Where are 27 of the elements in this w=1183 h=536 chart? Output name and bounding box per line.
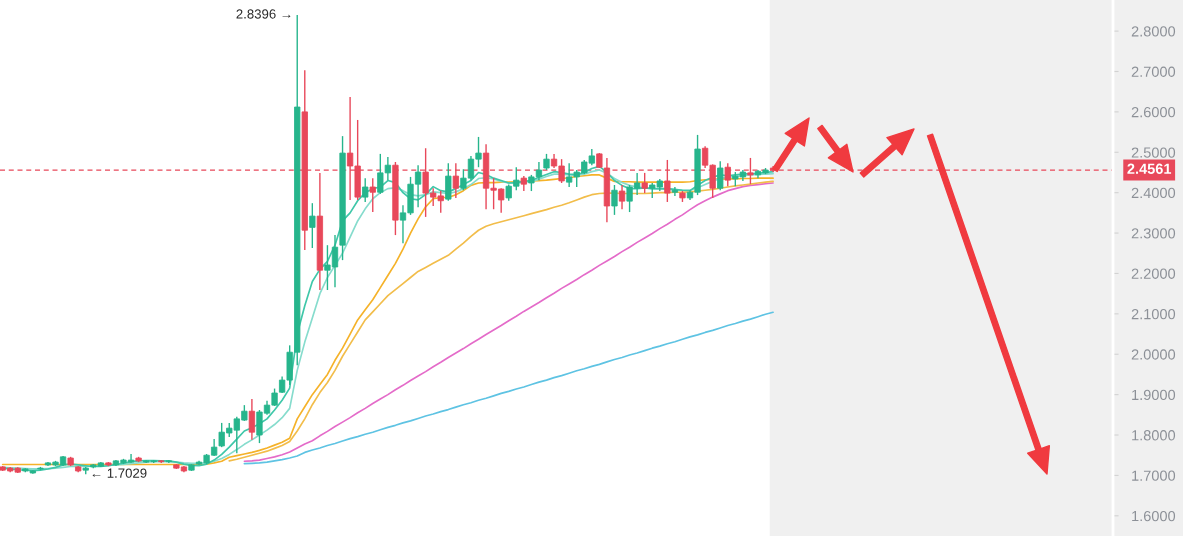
candlestick	[671, 186, 679, 197]
y-tick-label: 2.6000	[1131, 106, 1176, 118]
y-tick-label: 2.8000	[1131, 26, 1176, 37]
annotation: 2.8396 →	[236, 9, 291, 19]
candlestick	[445, 162, 452, 202]
y-tick-label: 1.7000	[1132, 470, 1176, 481]
y-tick-label: 2.5000	[1131, 147, 1176, 158]
y-tick-label: 1.9000	[1132, 389, 1176, 401]
y-tick-label: 2.4000	[1131, 187, 1176, 199]
ref-line-label: 2.4561	[1127, 163, 1172, 174]
candlestick	[641, 172, 648, 194]
line-series	[243, 311, 774, 465]
candlestick	[611, 184, 618, 216]
y-tick-label: 1.8000	[1132, 430, 1176, 441]
candlestick	[309, 202, 316, 249]
candlestick	[618, 184, 626, 210]
candlestick	[369, 177, 376, 213]
candlestick	[362, 177, 369, 203]
y-tick-label: 2.0000	[1131, 349, 1176, 360]
candlestick	[248, 398, 256, 441]
annotation: ← 1.7029	[92, 468, 147, 478]
candlestick	[717, 160, 724, 191]
y-tick-label: 2.7000	[1131, 66, 1176, 77]
y-tick-label: 2.3000	[1131, 228, 1176, 239]
y-tick-label: 1.6000	[1132, 510, 1176, 522]
y-tick-label: 2.2000	[1131, 268, 1176, 279]
y-tick-label: 2.1000	[1131, 308, 1176, 320]
